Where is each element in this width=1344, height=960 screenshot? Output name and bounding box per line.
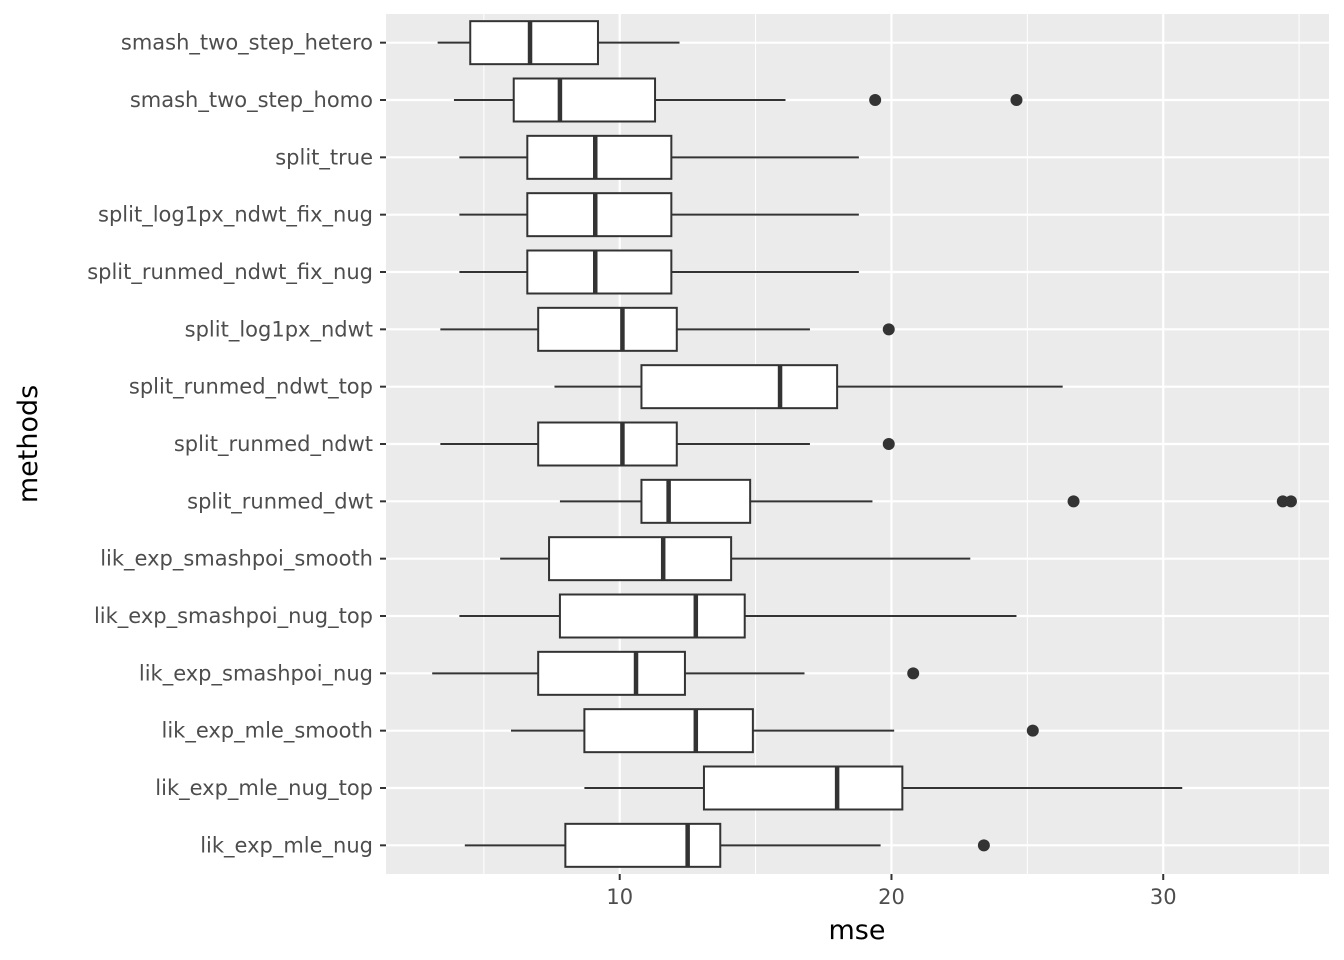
box-lik_exp_mle_nug_top — [584, 765, 1183, 811]
box-lik_exp_mle_smooth — [511, 708, 1039, 754]
box-iqr — [548, 536, 733, 582]
box-iqr — [537, 650, 686, 696]
y-tick-label: split_runmed_ndwt — [174, 432, 373, 457]
box-iqr — [469, 20, 599, 66]
y-tick-label: lik_exp_smashpoi_nug — [139, 661, 373, 686]
box-iqr — [526, 249, 673, 295]
box-split_log1px_ndwt_fix_nug — [459, 192, 859, 238]
y-tick-label: lik_exp_mle_nug — [200, 833, 373, 858]
x-tick-label: 30 — [1150, 885, 1177, 909]
box-iqr — [640, 364, 839, 410]
y-tick-label: split_runmed_ndwt_fix_nug — [87, 260, 373, 285]
box-iqr — [640, 478, 752, 524]
box-lik_exp_smashpoi_nug_top — [459, 593, 1017, 639]
outlier-point — [907, 667, 920, 680]
y-tick-label: lik_exp_mle_nug_top — [155, 776, 373, 801]
y-tick-label: lik_exp_smashpoi_nug_top — [94, 604, 373, 629]
box-iqr — [537, 306, 678, 352]
outlier-point — [977, 839, 990, 852]
y-axis-title: methods — [13, 385, 44, 503]
box-iqr — [537, 421, 678, 467]
box-iqr — [526, 134, 673, 180]
box-series — [432, 20, 1297, 868]
box-lik_exp_mle_nug — [464, 822, 990, 868]
axes: smash_two_step_hetero smash_two_step_homo… — [87, 31, 1176, 909]
box-smash_two_step_homo — [453, 77, 1023, 123]
y-tick-label: split_log1px_ndwt_fix_nug — [98, 203, 373, 228]
y-tick-label: smash_two_step_homo — [130, 88, 373, 113]
outlier-point — [1026, 724, 1039, 737]
x-tick-label: 10 — [606, 885, 633, 909]
box-smash_two_step_hetero — [437, 20, 680, 66]
outlier-point — [1067, 495, 1080, 508]
x-tick-label: 20 — [878, 885, 905, 909]
outlier-point — [1010, 94, 1023, 106]
y-tick-label: smash_two_step_hetero — [121, 31, 373, 56]
box-split_runmed_ndwt_fix_nug — [459, 249, 859, 295]
outlier-point — [869, 94, 882, 106]
box-iqr — [558, 593, 746, 639]
y-tick-label: lik_exp_smashpoi_smooth — [100, 547, 373, 572]
box-iqr — [564, 822, 722, 868]
box-split_true — [459, 134, 859, 180]
box-iqr — [512, 77, 657, 123]
box-iqr — [583, 708, 754, 754]
box-iqr — [702, 765, 904, 811]
y-tick-label: split_runmed_dwt — [187, 489, 373, 514]
box-split_log1px_ndwt — [440, 306, 895, 352]
y-tick-label: split_runmed_ndwt_top — [129, 375, 373, 400]
y-tick-label: split_true — [275, 145, 373, 170]
box-lik_exp_smashpoi_nug — [432, 650, 920, 696]
outlier-point — [882, 438, 895, 450]
y-tick-label: lik_exp_mle_smooth — [162, 719, 374, 744]
box-split_runmed_ndwt — [440, 421, 895, 467]
box-split_runmed_dwt — [559, 478, 1297, 524]
box-lik_exp_smashpoi_smooth — [500, 536, 971, 582]
y-tick-label: split_log1px_ndwt — [185, 317, 373, 342]
box-split_runmed_ndwt_top — [554, 364, 1063, 410]
x-axis-title: mse — [829, 915, 886, 946]
outlier-point — [882, 323, 895, 336]
outlier-point — [1284, 495, 1297, 508]
box-iqr — [526, 192, 673, 238]
